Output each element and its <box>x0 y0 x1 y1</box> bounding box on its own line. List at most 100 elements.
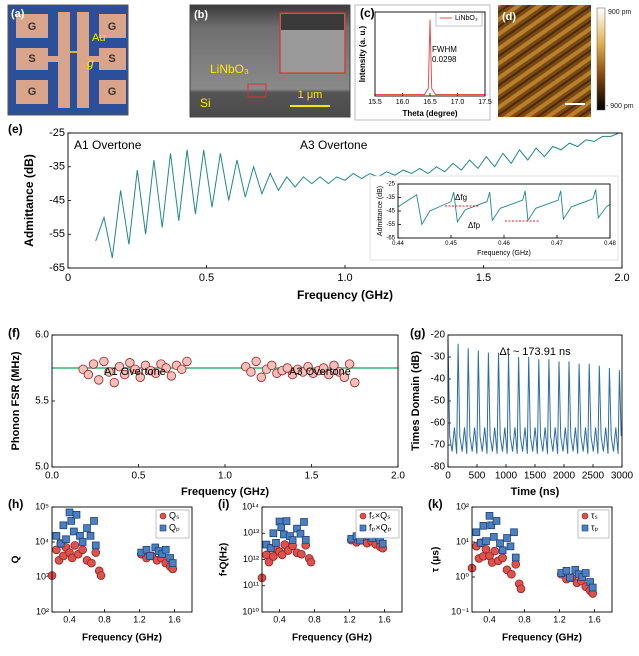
legend-swatch <box>581 512 589 520</box>
point <box>282 517 291 525</box>
y-tick-label: 10¹³ <box>243 528 259 538</box>
y-tick-label: -35 <box>386 195 395 201</box>
metal-label: Au <box>92 32 105 44</box>
material-label: LiNbO₃ <box>210 62 249 76</box>
point <box>516 584 526 594</box>
chart: (h) 0.4 0.8 1.2 1.6 10² 10³ 10⁴ 10⁵ Frequency (GH… <box>8 497 193 644</box>
point <box>378 539 387 548</box>
point <box>83 369 94 380</box>
x-axis-label: Frequency (GHz) <box>297 288 393 302</box>
point <box>507 569 516 579</box>
x-axis-label: Frequency (GHz) <box>292 633 372 644</box>
point <box>70 541 80 550</box>
y-axis-label: Times Domain (dB) <box>410 351 422 451</box>
data-line <box>95 132 620 259</box>
x-tick-label: 2.0 <box>391 471 405 482</box>
x-tick-label: 0.8 <box>518 614 531 624</box>
chart: (c) 15.5 16.0 16.5 17.0 17.5 Theta (degree) Int… <box>358 6 492 118</box>
y-tick-label: -80 <box>431 462 446 473</box>
panel-label: (h) <box>8 497 23 511</box>
point <box>487 521 496 530</box>
x-tick-label: 0.4 <box>63 614 76 624</box>
panel-label: (d) <box>502 11 516 23</box>
point <box>78 545 87 555</box>
point <box>161 363 171 373</box>
point <box>62 535 70 544</box>
colorbar-label: 900 pm <box>608 9 632 16</box>
point <box>72 510 81 519</box>
point <box>91 548 101 557</box>
annotation: A3 Overtone <box>300 138 368 152</box>
point <box>269 529 278 538</box>
x-tick-label: 1.2 <box>553 614 566 624</box>
y-tick-label: 10³ <box>36 571 49 581</box>
panel-label: (e) <box>8 122 23 136</box>
panel-label: (b) <box>194 9 208 21</box>
x-tick-label: 2.0 <box>614 272 629 284</box>
panel-label: (f) <box>8 326 20 340</box>
chart: (f) 0.0 0.5 1.0 1.5 2.0 5.0 5.5 6.0 Frequency (GH… <box>8 326 405 498</box>
y-axis-label: Phonon FSR (MHz) <box>10 351 22 450</box>
point <box>510 528 518 537</box>
y-axis-label: Q <box>11 555 22 563</box>
point <box>300 518 308 526</box>
point <box>481 544 491 554</box>
x-axis-label: Theta (degree) <box>402 109 457 118</box>
y-tick-label: -25 <box>386 182 395 188</box>
x-tick-label: 0.8 <box>98 614 111 624</box>
y-tick-label: 10⁵ <box>35 501 49 511</box>
y-tick-label: -30 <box>431 352 446 363</box>
x-tick-label: 16.0 <box>396 99 410 106</box>
y-tick-label: -50 <box>431 396 446 407</box>
point <box>177 364 187 375</box>
x-tick-label: 0.47 <box>551 241 563 247</box>
point <box>288 536 297 544</box>
panel-label: (c) <box>360 6 375 20</box>
point <box>151 368 161 378</box>
x-tick-label: 0.45 <box>445 241 457 247</box>
point <box>251 356 261 367</box>
y-tick-label: 10² <box>456 501 469 511</box>
point <box>119 369 130 380</box>
point <box>472 528 481 537</box>
pad-label: S <box>28 53 35 65</box>
point <box>161 545 170 554</box>
point <box>272 539 280 547</box>
legend-swatch <box>159 512 167 520</box>
point <box>135 372 145 382</box>
point <box>492 517 501 525</box>
data-line <box>375 19 485 95</box>
y-tick-label: -45 <box>49 194 65 206</box>
point <box>109 377 119 388</box>
axes-frame <box>447 334 623 468</box>
axes-frame <box>397 183 611 239</box>
pad-label: S <box>108 53 115 65</box>
x-tick-label: 0.5 <box>132 471 146 482</box>
panel-label: (k) <box>428 497 443 511</box>
y-tick-label: -55 <box>49 228 65 240</box>
point <box>301 536 310 544</box>
legend-label: Qₚ <box>169 522 180 532</box>
point <box>83 524 91 532</box>
y-axis-label: Admittance (dB) <box>22 154 36 247</box>
point <box>59 521 68 530</box>
x-tick-label: 1.6 <box>168 614 181 624</box>
axes-frame <box>67 132 623 269</box>
point <box>581 569 590 577</box>
point <box>90 517 98 525</box>
point <box>130 364 140 375</box>
annotation: Δfg <box>455 193 467 202</box>
x-tick-label: 0.0 <box>45 471 59 482</box>
y-tick-label: 10⁰ <box>455 571 469 581</box>
point <box>318 363 329 373</box>
x-tick-label: 0 <box>445 471 451 482</box>
y-tick-label: 6.0 <box>35 330 49 341</box>
x-tick-label: 1.2 <box>343 614 356 624</box>
point <box>94 375 104 385</box>
annotation: A3 Overtone <box>289 366 351 378</box>
point <box>303 361 313 372</box>
x-tick-label: 1.5 <box>305 471 319 482</box>
chart: (k) 0.4 0.8 1.2 1.6 10⁻¹ 10⁰ 10¹ 10² Frequency (G… <box>428 497 613 644</box>
afm-image: (d) 900 pm - 900 pm <box>498 5 634 117</box>
legend-label: τₛ <box>591 510 598 520</box>
